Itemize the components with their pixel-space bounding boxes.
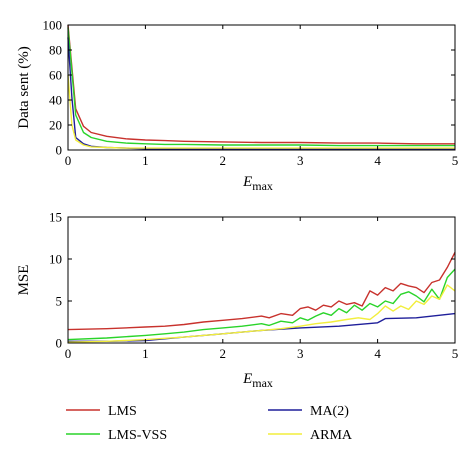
series-line-arma bbox=[67, 284, 456, 343]
legend-label-ma-2: MA(2) bbox=[310, 404, 349, 419]
x-tick-label: 5 bbox=[452, 153, 459, 168]
x-tick-label: 2 bbox=[220, 153, 227, 168]
y-tick-label: 60 bbox=[49, 68, 62, 83]
y-tick-label: 40 bbox=[49, 93, 62, 108]
x-tick-label: 3 bbox=[297, 346, 304, 361]
series-line-lms bbox=[67, 24, 455, 145]
y-tick-label: 0 bbox=[56, 336, 63, 351]
x-axis-label-sub: max bbox=[252, 376, 273, 390]
series-line-arma bbox=[67, 74, 455, 149]
y-axis-label: MSE bbox=[16, 265, 32, 296]
axes-frame bbox=[67, 216, 456, 344]
y-tick-label: 0 bbox=[56, 143, 63, 158]
series-line-lms-vss bbox=[67, 268, 456, 341]
y-tick-label: 80 bbox=[49, 43, 62, 58]
series-group bbox=[67, 251, 456, 343]
legend-label-lms: LMS bbox=[108, 404, 137, 419]
y-tick-label: 5 bbox=[56, 294, 63, 309]
y-tick-label: 20 bbox=[49, 118, 62, 133]
series-line-ma-2 bbox=[67, 37, 455, 150]
axes-frame bbox=[67, 24, 456, 151]
legend: LMS MA(2) LMS-VSS ARMA bbox=[66, 404, 353, 443]
x-tick-label: 0 bbox=[65, 346, 72, 361]
y-tick-label: 15 bbox=[49, 210, 62, 225]
x-tick-label: 2 bbox=[220, 346, 227, 361]
legend-label-arma: ARMA bbox=[310, 428, 353, 443]
x-tick-label: 1 bbox=[142, 153, 149, 168]
x-axis-label-main: E bbox=[242, 371, 252, 387]
y-tick-label: 100 bbox=[43, 18, 63, 33]
data-sent-chart: 0 1 2 3 4 5 0 20 40 60 80 100 Emax Data sent (%) bbox=[16, 18, 458, 194]
series-line-lms bbox=[67, 251, 456, 331]
x-tick-label: 4 bbox=[374, 153, 381, 168]
mse-chart: 0 1 2 3 4 5 0 5 10 15 Emax MSE bbox=[16, 210, 458, 391]
x-axis-label-sub: max bbox=[252, 179, 273, 193]
x-tick-label: 5 bbox=[452, 346, 459, 361]
x-tick-label: 3 bbox=[297, 153, 304, 168]
x-tick-label: 0 bbox=[65, 153, 72, 168]
x-tick-label: 4 bbox=[374, 346, 381, 361]
series-line-lms-vss bbox=[67, 27, 455, 147]
y-tick-label: 10 bbox=[49, 252, 62, 267]
x-axis-label: Emax bbox=[242, 174, 273, 193]
x-axis-label: Emax bbox=[242, 371, 273, 390]
x-tick-label: 1 bbox=[142, 346, 149, 361]
x-axis-label-main: E bbox=[242, 174, 252, 190]
series-group bbox=[67, 24, 455, 150]
y-axis-label: Data sent (%) bbox=[16, 46, 32, 128]
legend-label-lms-vss: LMS-VSS bbox=[108, 428, 167, 443]
